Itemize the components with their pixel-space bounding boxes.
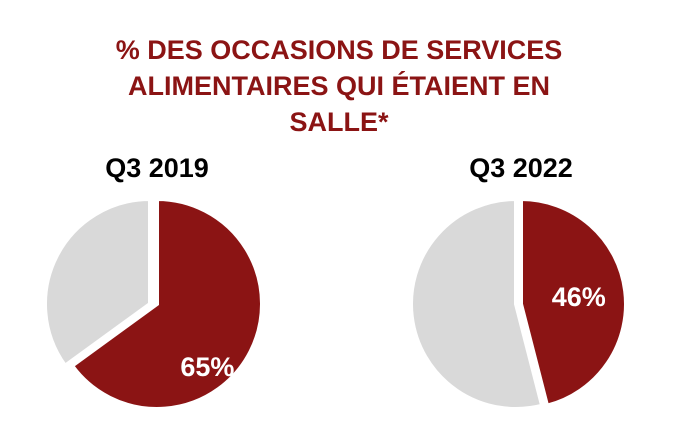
pie-slice-q3-2022-en-salle — [519, 196, 628, 409]
pie-value-label-q3-2019: 65% — [180, 352, 234, 382]
chart-title-line-1: % DES OCCASIONS DE SERVICES — [115, 35, 563, 65]
chart-title: % DES OCCASIONS DE SERVICES ALIMENTAIRES… — [0, 32, 678, 140]
chart-title-line-2: ALIMENTAIRES QUI ÉTAIENT EN — [127, 71, 550, 101]
pie-chart-q3-2022: 46% — [409, 196, 628, 411]
pie-value-label-q3-2022: 46% — [552, 282, 606, 312]
pie-title-q3-2019: Q3 2019 — [105, 153, 209, 183]
pie-title-q3-2022: Q3 2022 — [469, 153, 573, 183]
pie-slice-q3-2022-autre — [409, 196, 545, 411]
pie-chart-q3-2019: 65% — [43, 196, 264, 411]
pie-slice-q3-2019-autre — [43, 196, 152, 369]
pie-slice-q3-2019-en-salle — [69, 196, 264, 411]
chart-title-line-3: SALLE* — [289, 107, 389, 137]
